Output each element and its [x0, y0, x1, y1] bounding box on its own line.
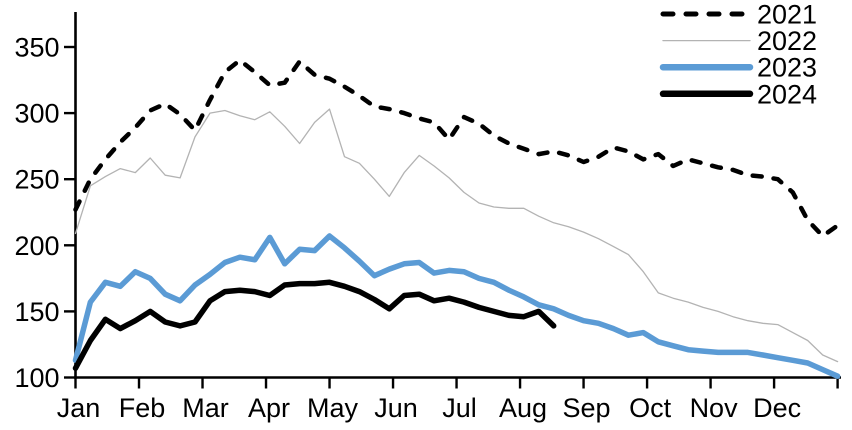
series-line-2023 [72, 233, 841, 379]
month-label-jul: Jul [442, 393, 477, 423]
month-label-sep: Sep [563, 393, 611, 423]
y-tick-label-300: 300 [14, 99, 59, 129]
legend-label-2024: 2024 [757, 79, 817, 109]
y-tick-label-100: 100 [14, 363, 59, 393]
month-label-may: May [307, 393, 359, 423]
legend-label-2023: 2023 [757, 53, 817, 83]
legend-label-2021: 2021 [757, 0, 817, 30]
month-label-aug: Aug [499, 393, 547, 423]
legend-label-2022: 2022 [757, 26, 817, 56]
month-label-nov: Nov [690, 393, 739, 423]
y-tick-label-250: 250 [14, 165, 59, 195]
series-line-2024 [72, 279, 557, 371]
month-label-apr: Apr [248, 393, 290, 423]
series-line-2022 [74, 108, 839, 363]
month-label-mar: Mar [182, 393, 229, 423]
y-tick-label-350: 350 [14, 33, 59, 63]
y-tick-label-150: 150 [14, 297, 59, 327]
month-label-oct: Oct [629, 393, 672, 423]
month-label-jun: Jun [374, 393, 418, 423]
y-tick-label-200: 200 [14, 231, 59, 261]
month-label-dec: Dec [753, 393, 801, 423]
month-label-jan: Jan [57, 393, 101, 423]
month-label-feb: Feb [119, 393, 166, 423]
series-line-2021 [73, 57, 840, 239]
